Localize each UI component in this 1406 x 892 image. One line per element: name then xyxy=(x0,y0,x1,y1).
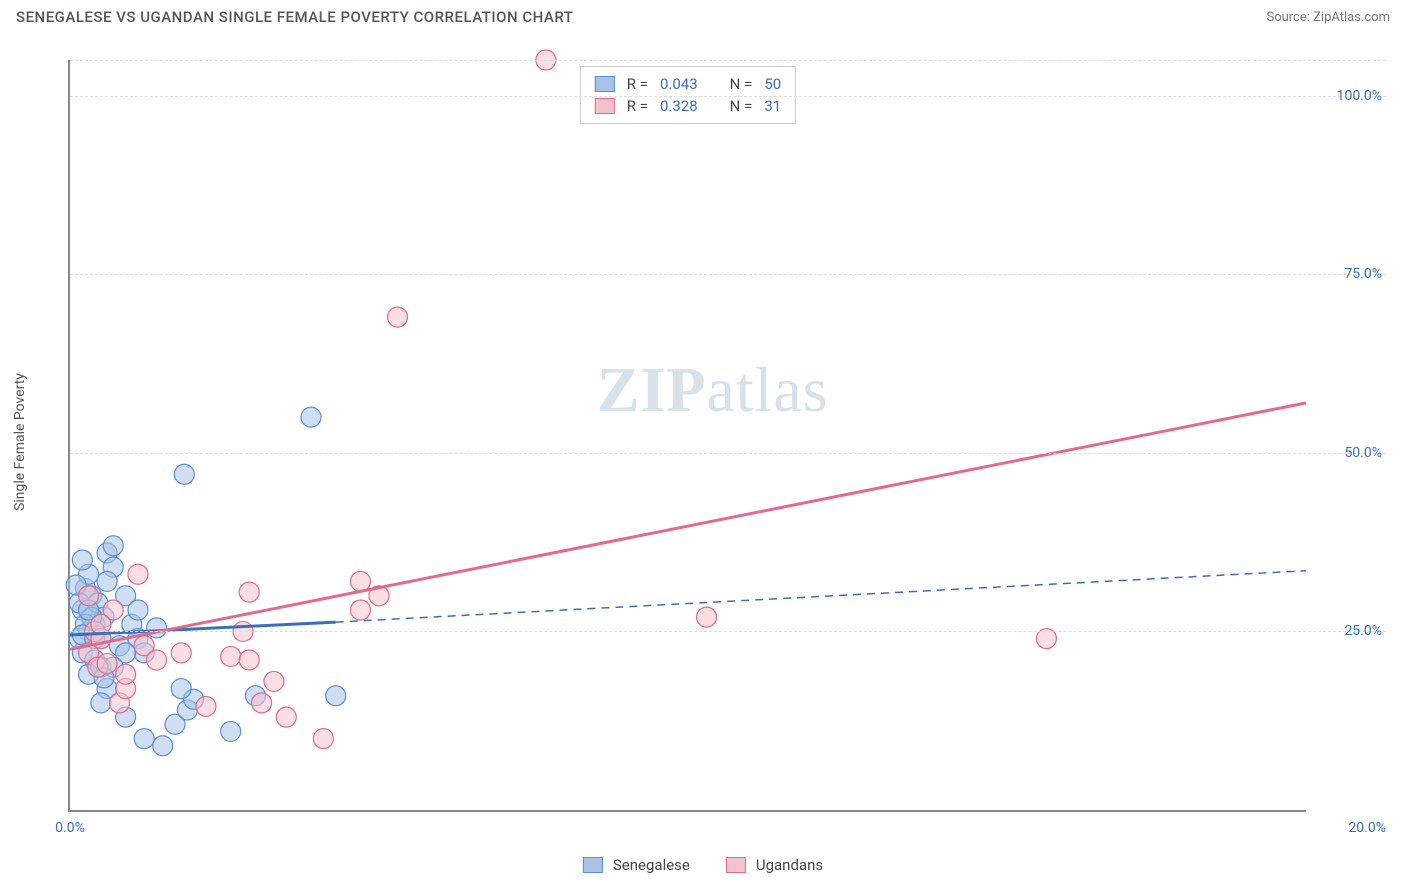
scatter-point xyxy=(116,664,136,684)
grid-line xyxy=(70,631,1386,632)
scatter-point xyxy=(97,654,117,674)
n-value-senegalese: 50 xyxy=(764,75,781,93)
scatter-point xyxy=(350,600,370,620)
swatch-ugandans-bottom xyxy=(726,857,746,873)
scatter-point xyxy=(326,686,346,706)
scatter-point xyxy=(388,307,408,327)
scatter-point xyxy=(128,600,148,620)
scatter-point xyxy=(313,729,333,749)
scatter-point xyxy=(697,607,717,627)
scatter-point xyxy=(239,650,259,670)
swatch-senegalese-bottom xyxy=(583,857,603,873)
r-label: R = xyxy=(627,75,648,93)
r-label-2: R = xyxy=(627,97,648,115)
y-tick-label: 25.0% xyxy=(1344,623,1382,639)
legend-item-ugandans: Ugandans xyxy=(726,856,823,874)
chart-container: Single Female Poverty ZIPatlas R = 0.043… xyxy=(48,48,1386,836)
scatter-point xyxy=(301,407,321,427)
source-attribution: Source: ZipAtlas.com xyxy=(1266,10,1390,25)
scatter-point xyxy=(147,650,167,670)
y-tick-label: 75.0% xyxy=(1344,266,1382,282)
x-tick-label: 20.0% xyxy=(1348,820,1386,836)
grid-line xyxy=(70,60,1386,61)
y-tick-label: 50.0% xyxy=(1344,445,1382,461)
grid-line xyxy=(70,274,1386,275)
n-label: N = xyxy=(730,75,753,93)
scatter-point xyxy=(276,707,296,727)
swatch-ugandans xyxy=(595,98,615,114)
scatter-point xyxy=(174,464,194,484)
scatter-point xyxy=(91,693,111,713)
scatter-point xyxy=(252,693,272,713)
scatter-point xyxy=(239,582,259,602)
scatter-point xyxy=(171,643,191,663)
scatter-point xyxy=(79,586,99,606)
scatter-point xyxy=(128,564,148,584)
scatter-point xyxy=(264,671,284,691)
chart-header: SENEGALESE VS UGANDAN SINGLE FEMALE POVE… xyxy=(0,0,1406,30)
scatter-point xyxy=(196,696,216,716)
scatter-point xyxy=(103,536,123,556)
scatter-point xyxy=(97,571,117,591)
n-value-ugandans: 31 xyxy=(764,97,781,115)
scatter-point xyxy=(134,729,154,749)
r-value-senegalese: 0.043 xyxy=(660,75,698,93)
legend-label-senegalese: Senegalese xyxy=(613,856,690,874)
plot-area: ZIPatlas R = 0.043 N = 50 R = 0.328 N = … xyxy=(68,60,1306,812)
source-name: ZipAtlas.com xyxy=(1313,10,1390,25)
grid-line xyxy=(70,96,1386,97)
scatter-point xyxy=(153,736,173,756)
y-tick-label: 100.0% xyxy=(1337,88,1382,104)
regression-extrapolation xyxy=(336,571,1306,622)
legend-row-senegalese: R = 0.043 N = 50 xyxy=(595,73,781,95)
scatter-point xyxy=(221,721,241,741)
chart-title: SENEGALESE VS UGANDAN SINGLE FEMALE POVE… xyxy=(16,8,573,26)
legend-row-ugandans: R = 0.328 N = 31 xyxy=(595,95,781,117)
scatter-point xyxy=(171,679,191,699)
regression-line xyxy=(70,403,1306,649)
bottom-legend: Senegalese Ugandans xyxy=(583,856,823,874)
scatter-point xyxy=(350,571,370,591)
swatch-senegalese xyxy=(595,76,615,92)
source-label: Source: xyxy=(1266,10,1313,25)
plot-svg xyxy=(70,60,1306,810)
y-axis-label: Single Female Poverty xyxy=(12,373,28,511)
n-label-2: N = xyxy=(730,97,753,115)
x-tick-label: 0.0% xyxy=(55,820,85,836)
r-value-ugandans: 0.328 xyxy=(660,97,698,115)
legend-item-senegalese: Senegalese xyxy=(583,856,690,874)
legend-label-ugandans: Ugandans xyxy=(756,856,823,874)
grid-line xyxy=(70,453,1386,454)
scatter-point xyxy=(221,646,241,666)
scatter-point xyxy=(72,550,92,570)
